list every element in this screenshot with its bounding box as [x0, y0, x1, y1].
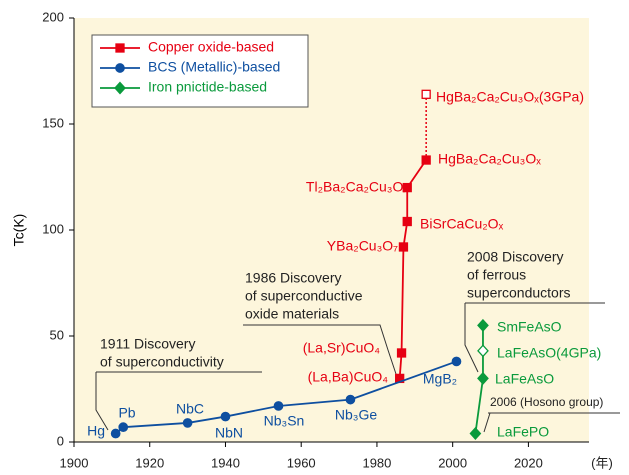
x-tick-label: 1980 — [362, 455, 391, 470]
data-point — [402, 182, 412, 193]
annotation: oxide materials — [245, 306, 339, 322]
y-tick-label: 100 — [42, 221, 64, 236]
data-point — [110, 428, 121, 439]
point-label: BiSrCaCu₂Oₓ — [420, 216, 504, 232]
point-label: (La,Ba)CuO₄ — [308, 369, 389, 385]
annotation: 2008 Discovery — [467, 249, 564, 265]
series-line — [474, 325, 484, 434]
annotation: superconductors — [467, 285, 571, 301]
point-label: Tl₂Ba₂Ca₂Cu₃Oₓ — [306, 179, 408, 195]
data-point — [182, 418, 193, 428]
legend — [91, 34, 309, 108]
x-tick-label: 2000 — [438, 455, 467, 470]
point-label: (La,Sr)CuO₄ — [303, 340, 381, 356]
y-tick-label: 0 — [57, 433, 64, 448]
y-tick-label: 50 — [50, 327, 64, 342]
point-label: LaFePO — [497, 424, 549, 440]
point-label: Pb — [118, 405, 135, 421]
data-point — [421, 155, 431, 165]
legend-marker — [114, 81, 126, 95]
data-point — [402, 216, 412, 227]
leader — [464, 302, 605, 373]
point-label: NbN — [215, 425, 243, 441]
annotation: of ferrous — [467, 267, 526, 283]
data-point — [477, 318, 489, 332]
data-point — [220, 411, 231, 422]
data-point — [345, 394, 356, 405]
legend-marker — [115, 63, 125, 73]
point-label: Hg — [87, 423, 105, 439]
leader — [95, 371, 262, 431]
data-point — [273, 401, 284, 411]
legend-label: BCS (Metallic)-based — [148, 59, 280, 75]
annotation: 1911 Discovery — [100, 336, 195, 352]
leader — [483, 412, 620, 433]
annotation: 1986 Discovery — [245, 270, 342, 286]
data-point — [469, 427, 482, 440]
data-point — [451, 356, 462, 367]
x-tick-label: 1940 — [211, 455, 240, 470]
data-point — [118, 422, 129, 433]
data-point — [477, 344, 489, 358]
x-axis-unit: (年) — [591, 455, 613, 470]
point-label: YBa₂Cu₃O₇ — [327, 238, 398, 254]
x-tick-label: 2020 — [514, 455, 543, 470]
point-label: SmFeAsO — [497, 319, 562, 335]
legend-marker — [115, 43, 125, 53]
point-label: MgB₂ — [423, 371, 457, 387]
data-point — [421, 89, 431, 99]
x-tick-label: 1900 — [60, 455, 89, 470]
leader — [243, 324, 397, 375]
point-label: LaFeAsO — [495, 371, 554, 387]
data-point — [477, 371, 489, 385]
annotation: of superconductivity — [100, 354, 224, 370]
legend-label: Iron pnictide-based — [148, 79, 267, 95]
annotation: 2006 (Hosono group) — [490, 395, 603, 409]
point-label: LaFeAsO(4GPa) — [497, 345, 601, 361]
y-tick-label: 200 — [42, 9, 64, 24]
data-point — [396, 348, 407, 358]
y-tick-label: 150 — [42, 115, 64, 130]
point-label: Nb₃Ge — [335, 407, 377, 423]
point-label: HgBa₂Ca₂Cu₃Oₓ — [438, 151, 541, 167]
x-tick-label: 1960 — [287, 455, 316, 470]
y-axis-label: Tc(K) — [11, 214, 27, 247]
point-label: HgBa₂Ca₂Cu₃Oₓ(3GPa) — [436, 89, 584, 105]
annotation: of superconductive — [245, 288, 363, 304]
data-point — [398, 242, 409, 252]
point-label: Nb₃Sn — [264, 413, 305, 429]
x-tick-label: 1920 — [135, 455, 164, 470]
point-label: NbC — [176, 401, 204, 417]
legend-label: Copper oxide-based — [148, 39, 274, 55]
